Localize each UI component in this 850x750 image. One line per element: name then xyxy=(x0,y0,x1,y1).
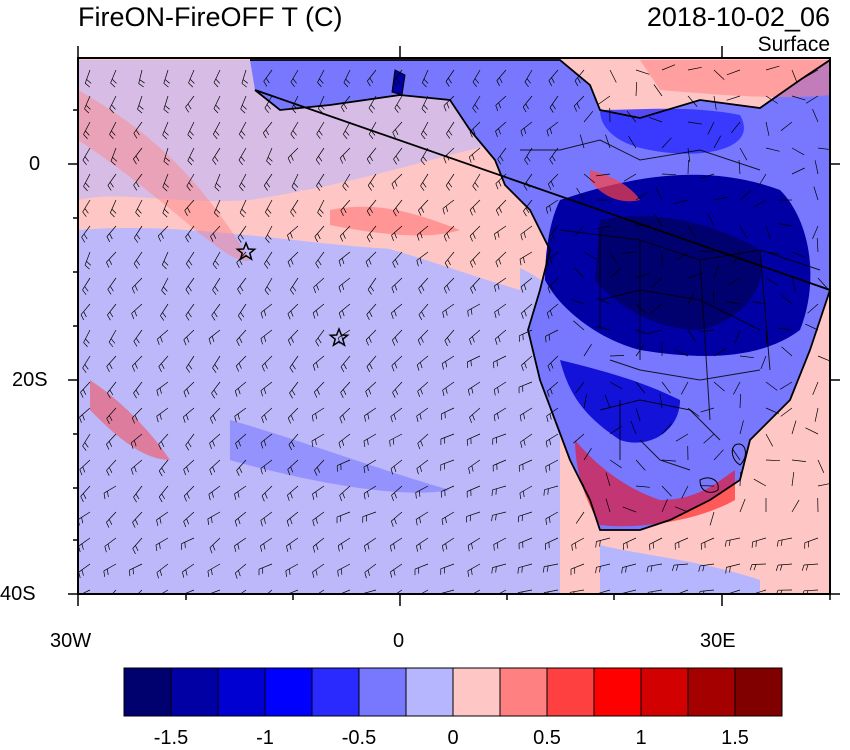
colorbar-swatch xyxy=(264,667,313,717)
axis-ticks xyxy=(68,46,840,606)
lat-tick-label: 40S xyxy=(0,583,36,605)
colorbar-swatch xyxy=(170,667,219,717)
colorbar-tick-label: 0 xyxy=(447,727,459,749)
lat-tick-label: 20S xyxy=(12,369,48,391)
star-marker xyxy=(328,326,350,347)
colorbar-tick-label: -0.5 xyxy=(341,727,377,749)
colorbar-swatch xyxy=(311,667,360,717)
colorbar-swatch xyxy=(405,667,454,717)
map-field xyxy=(78,58,830,594)
colorbar-swatch xyxy=(546,667,595,717)
level-label: Surface xyxy=(757,33,830,56)
lon-tick-label: 0 xyxy=(393,630,405,652)
colorbar-tick-label: 1 xyxy=(635,727,647,749)
colorbar-tick-label: -1.5 xyxy=(153,727,189,749)
star-marker xyxy=(235,240,257,261)
colorbar-tick-label: 1.5 xyxy=(721,727,749,749)
lon-tick-label: 30E xyxy=(700,630,736,652)
colorbar-swatch xyxy=(593,667,642,717)
colorbar-tick-label: -1 xyxy=(256,727,274,749)
colorbar-swatch xyxy=(499,667,548,717)
colorbar-swatch xyxy=(734,667,783,717)
colorbar-swatch xyxy=(452,667,501,717)
colorbar-swatch xyxy=(123,667,172,717)
plot-title: FireON-FireOFF T (C) xyxy=(78,2,343,32)
colorbar-swatch xyxy=(217,667,266,717)
colorbar-swatch xyxy=(640,667,689,717)
lon-tick-label: 30W xyxy=(50,630,92,652)
datetime-label: 2018-10-02_06 xyxy=(646,2,830,32)
colorbar-swatch xyxy=(687,667,736,717)
colorbar-tick-label: 0.5 xyxy=(533,727,561,749)
colorbar xyxy=(123,667,783,717)
lat-tick-label: 0 xyxy=(29,153,41,175)
colorbar-swatch xyxy=(358,667,407,717)
